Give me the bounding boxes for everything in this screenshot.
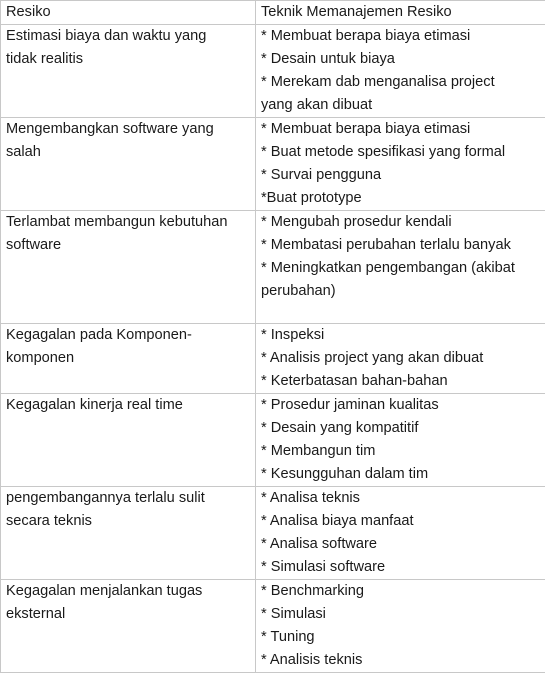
risk-cell: Kegagalan pada Komponen- komponen bbox=[1, 324, 256, 394]
technique-line: yang akan dibuat bbox=[261, 94, 541, 117]
header-cell-technique: Teknik Memanajemen Resiko bbox=[256, 1, 545, 25]
technique-line: * Inspeksi bbox=[261, 324, 541, 347]
table-row: Kegagalan kinerja real time * Prosedur j… bbox=[1, 394, 545, 487]
risk-line: secara teknis bbox=[6, 510, 251, 533]
technique-line: * Survai pengguna bbox=[261, 164, 541, 187]
technique-cell: * Inspeksi * Analisis project yang akan … bbox=[256, 324, 545, 394]
technique-line: * Tuning bbox=[261, 626, 541, 649]
table-row: pengembangannya terlalu sulit secara tek… bbox=[1, 487, 545, 580]
table-row: Kegagalan pada Komponen- komponen * Insp… bbox=[1, 324, 545, 394]
technique-line: * Membatasi perubahan terlalu banyak bbox=[261, 234, 541, 257]
technique-line: * Keterbatasan bahan-bahan bbox=[261, 370, 541, 393]
technique-line: * Analisa biaya manfaat bbox=[261, 510, 541, 533]
technique-line: * Analisa teknis bbox=[261, 487, 541, 510]
technique-line: * Membuat berapa biaya etimasi bbox=[261, 25, 541, 48]
risk-line: Terlambat membangun kebutuhan bbox=[6, 211, 251, 234]
risk-line: Kegagalan menjalankan tugas bbox=[6, 580, 251, 603]
table-row: Estimasi biaya dan waktu yang tidak real… bbox=[1, 25, 545, 118]
risk-line: Estimasi biaya dan waktu yang bbox=[6, 25, 251, 48]
technique-line: * Merekam dab menganalisa project bbox=[261, 71, 541, 94]
header-label: Resiko bbox=[6, 1, 251, 24]
table-row: Terlambat membangun kebutuhan software *… bbox=[1, 211, 545, 324]
technique-cell: * Mengubah prosedur kendali * Membatasi … bbox=[256, 211, 545, 324]
risk-cell: pengembangannya terlalu sulit secara tek… bbox=[1, 487, 256, 580]
technique-cell: * Prosedur jaminan kualitas * Desain yan… bbox=[256, 394, 545, 487]
technique-line: * Benchmarking bbox=[261, 580, 541, 603]
risk-line: pengembangannya terlalu sulit bbox=[6, 487, 251, 510]
risk-line: salah bbox=[6, 141, 251, 164]
technique-line: * Desain untuk biaya bbox=[261, 48, 541, 71]
technique-line: * Desain yang kompatitif bbox=[261, 417, 541, 440]
table-header-row: Resiko Teknik Memanajemen Resiko bbox=[1, 1, 545, 25]
technique-line: *Buat prototype bbox=[261, 187, 541, 210]
technique-line: * Simulasi bbox=[261, 603, 541, 626]
risk-cell: Estimasi biaya dan waktu yang tidak real… bbox=[1, 25, 256, 118]
risk-line: Kegagalan pada Komponen- bbox=[6, 324, 251, 347]
technique-line: * Analisis teknis bbox=[261, 649, 541, 672]
risk-line: Mengembangkan software yang bbox=[6, 118, 251, 141]
technique-line: * Membangun tim bbox=[261, 440, 541, 463]
technique-line: * Analisis project yang akan dibuat bbox=[261, 347, 541, 370]
header-cell-risk: Resiko bbox=[1, 1, 256, 25]
technique-line: * Analisa software bbox=[261, 533, 541, 556]
risk-cell: Kegagalan menjalankan tugas eksternal bbox=[1, 580, 256, 673]
header-label: Teknik Memanajemen Resiko bbox=[261, 1, 541, 24]
table-row: Mengembangkan software yang salah * Memb… bbox=[1, 118, 545, 211]
risk-line: komponen bbox=[6, 347, 251, 370]
technique-line: * Prosedur jaminan kualitas bbox=[261, 394, 541, 417]
technique-cell: * Analisa teknis * Analisa biaya manfaat… bbox=[256, 487, 545, 580]
technique-line: * Membuat berapa biaya etimasi bbox=[261, 118, 541, 141]
risk-cell: Kegagalan kinerja real time bbox=[1, 394, 256, 487]
technique-cell: * Membuat berapa biaya etimasi * Buat me… bbox=[256, 118, 545, 211]
risk-cell: Mengembangkan software yang salah bbox=[1, 118, 256, 211]
technique-line: * Mengubah prosedur kendali bbox=[261, 211, 541, 234]
technique-line: * Buat metode spesifikasi yang formal bbox=[261, 141, 541, 164]
technique-cell: * Benchmarking * Simulasi * Tuning * Ana… bbox=[256, 580, 545, 673]
risk-line: software bbox=[6, 234, 251, 257]
risk-line: tidak realitis bbox=[6, 48, 251, 71]
table-row: Kegagalan menjalankan tugas eksternal * … bbox=[1, 580, 545, 673]
technique-line: * Kesungguhan dalam tim bbox=[261, 463, 541, 486]
technique-line: perubahan) bbox=[261, 280, 541, 303]
risk-line: Kegagalan kinerja real time bbox=[6, 394, 251, 417]
risk-line: eksternal bbox=[6, 603, 251, 626]
technique-line: * Simulasi software bbox=[261, 556, 541, 579]
risk-cell: Terlambat membangun kebutuhan software bbox=[1, 211, 256, 324]
technique-line: * Meningkatkan pengembangan (akibat bbox=[261, 257, 541, 280]
technique-cell: * Membuat berapa biaya etimasi * Desain … bbox=[256, 25, 545, 118]
